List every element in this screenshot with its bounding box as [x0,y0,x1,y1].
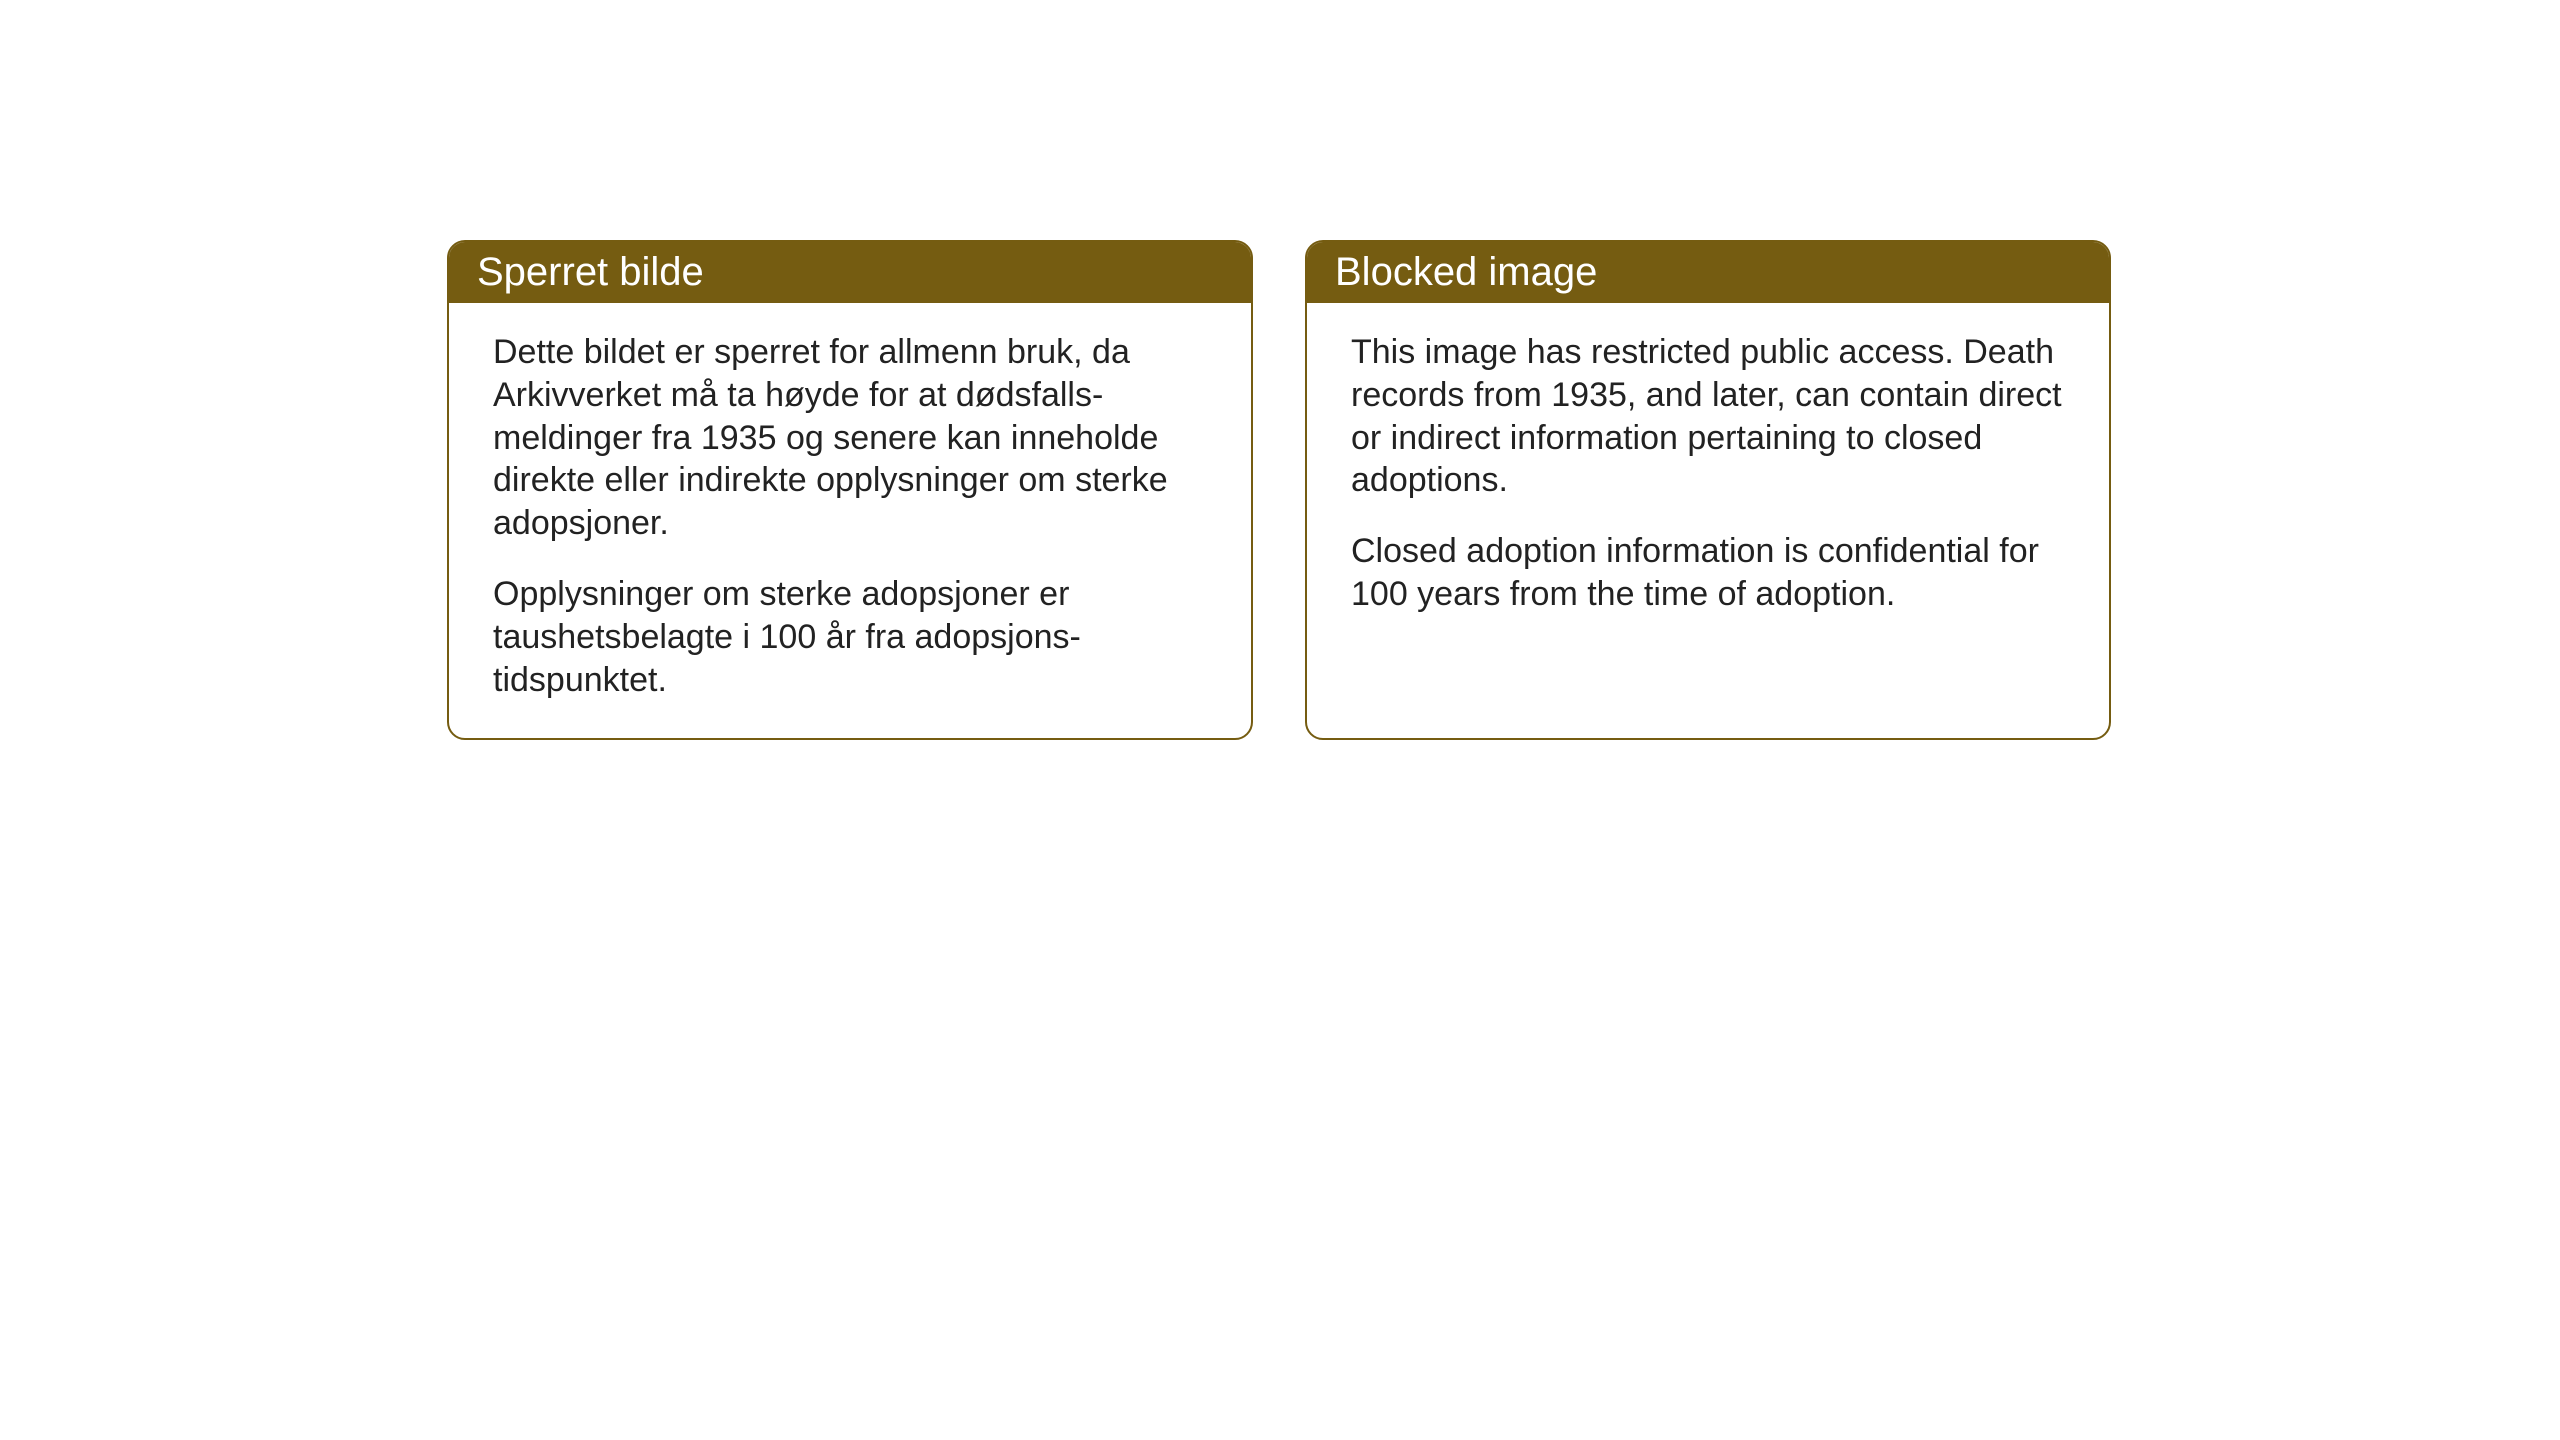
panel-english: Blocked image This image has restricted … [1305,240,2111,740]
panel-english-body: This image has restricted public access.… [1307,303,2109,708]
panel-norwegian-title: Sperret bilde [477,250,704,294]
panel-norwegian-para1: Dette bildet er sperret for allmenn bruk… [493,331,1207,545]
panel-english-para1: This image has restricted public access.… [1351,331,2065,502]
panel-english-para2: Closed adoption information is confident… [1351,530,2065,616]
panel-norwegian-para2: Opplysninger om sterke adopsjoner er tau… [493,573,1207,701]
panel-english-header: Blocked image [1307,242,2109,303]
panel-english-title: Blocked image [1335,250,1597,294]
panel-norwegian-header: Sperret bilde [449,242,1251,303]
panel-norwegian-body: Dette bildet er sperret for allmenn bruk… [449,303,1251,738]
panel-norwegian: Sperret bilde Dette bildet er sperret fo… [447,240,1253,740]
panels-container: Sperret bilde Dette bildet er sperret fo… [447,240,2111,740]
